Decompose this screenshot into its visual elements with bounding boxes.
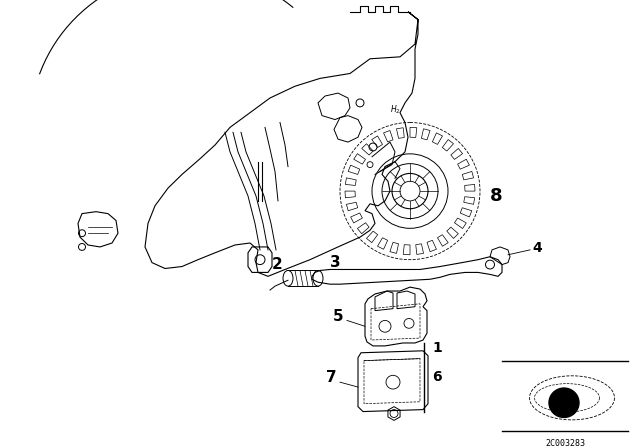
Text: 7: 7 [326, 370, 337, 385]
Circle shape [549, 388, 579, 418]
Text: 6: 6 [432, 370, 442, 384]
Text: 2C003283: 2C003283 [545, 439, 585, 448]
Text: 1: 1 [432, 341, 442, 355]
Text: 4: 4 [532, 241, 541, 255]
Text: 3: 3 [330, 255, 340, 270]
Text: 8: 8 [490, 187, 502, 205]
Text: 5: 5 [333, 309, 344, 324]
Text: $H_2$: $H_2$ [390, 103, 401, 116]
Text: 2: 2 [272, 257, 283, 272]
